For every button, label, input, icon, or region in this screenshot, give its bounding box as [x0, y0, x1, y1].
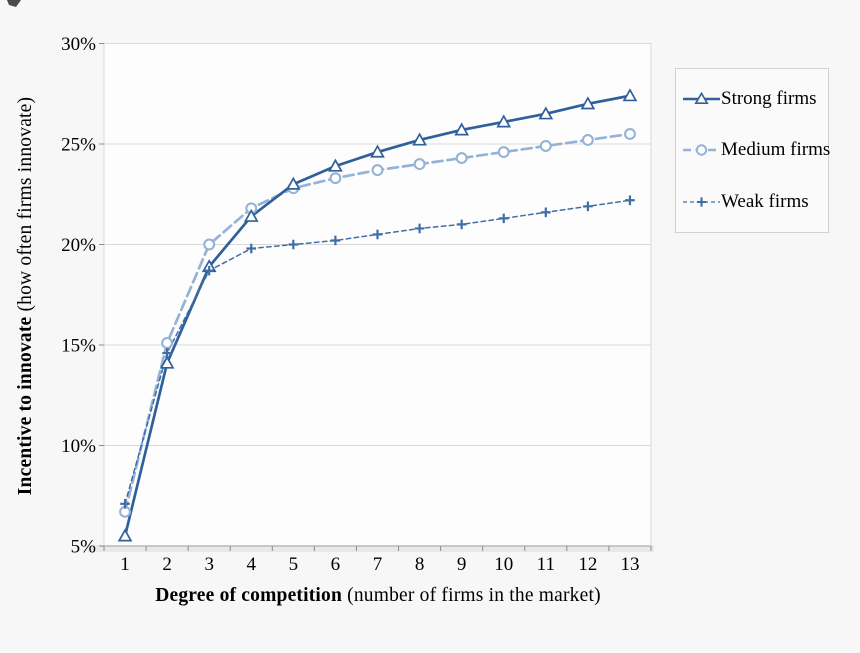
x-axis-tick-label: 7	[373, 554, 383, 575]
plus-marker	[583, 201, 593, 212]
x-axis-tick-label: 9	[457, 554, 467, 575]
triangle-marker	[412, 132, 427, 146]
x-axis-tick-label: 12	[578, 554, 597, 575]
y-axis-tick-label: 25%	[61, 135, 96, 156]
triangle-marker	[285, 176, 301, 190]
legend: Strong firms Medium firms Weak firms	[675, 68, 831, 233]
circle-marker	[581, 134, 594, 146]
triangle-marker	[243, 208, 259, 222]
plus-marker	[204, 265, 214, 276]
plus-marker	[288, 239, 299, 250]
triangle-marker	[328, 158, 343, 172]
plus-marker	[456, 219, 467, 230]
triangle-marker	[580, 96, 596, 110]
x-axis-tick-label: 1	[120, 554, 130, 575]
y-axis-tick-label: 5%	[71, 537, 97, 558]
plus-marker	[414, 223, 425, 234]
triangle-marker	[117, 528, 133, 542]
triangle-marker	[622, 88, 638, 102]
circle-marker	[413, 158, 426, 171]
triangle-marker	[496, 114, 512, 128]
plus-marker	[498, 213, 509, 224]
image-artifact	[7, 0, 21, 7]
axis-shadow	[88, 545, 654, 552]
x-axis-tick-label: 13	[620, 554, 639, 575]
legend-item-strong-firms: Strong firms	[683, 88, 828, 110]
x-axis-tick-label: 10	[494, 554, 513, 575]
plot-background	[104, 43, 651, 546]
medium-firms-line-circle-icon	[683, 144, 720, 157]
circle-marker	[455, 152, 468, 165]
plus-marker	[162, 348, 172, 358]
x-axis-tick-label: 6	[331, 554, 341, 575]
plus-marker	[372, 229, 383, 240]
y-axis-title: Incentive to innovate (how often firms i…	[15, 97, 37, 495]
x-axis-title-bold: Degree of competition	[155, 585, 343, 606]
circle-marker	[497, 146, 510, 158]
circle-marker	[329, 172, 342, 185]
plus-marker	[541, 207, 551, 218]
circle-marker	[203, 238, 216, 251]
legend-label: Strong firms	[721, 87, 817, 109]
x-axis-tick-label: 5	[289, 554, 299, 575]
x-axis-tick-label: 11	[537, 554, 555, 575]
triangle-marker	[159, 355, 175, 369]
circle-marker	[624, 128, 636, 140]
x-axis-tick-label: 4	[247, 554, 257, 575]
plus-marker	[625, 195, 635, 206]
legend-item-medium-firms: Medium firms	[683, 139, 831, 161]
y-axis-title-rest: (how often firms innovate)	[15, 96, 36, 317]
circle-marker	[161, 337, 174, 349]
plus-marker	[120, 498, 130, 509]
triangle-marker	[370, 144, 385, 158]
y-axis-tick-label: 15%	[61, 336, 96, 357]
strong-firms-line-triangle-icon	[683, 91, 720, 104]
y-axis-tick-label: 20%	[61, 235, 96, 256]
legend-label: Weak firms	[721, 191, 809, 213]
legend-item-weak-firms: Weak firms	[683, 191, 828, 213]
x-axis-tick-label: 3	[204, 554, 214, 575]
circle-marker	[371, 164, 384, 177]
y-axis-tick-label: 10%	[61, 436, 96, 457]
x-axis-tick-label: 2	[162, 554, 172, 575]
x-axis-tick-label: 8	[415, 554, 425, 575]
plus-marker	[330, 235, 341, 246]
triangle-marker	[454, 122, 470, 136]
x-axis-title-rest: (number of firms in the market)	[342, 585, 601, 606]
circle-marker	[539, 140, 552, 152]
legend-label: Medium firms	[721, 139, 831, 161]
x-axis-title: Degree of competition (number of firms i…	[104, 585, 652, 607]
plus-marker	[246, 243, 257, 254]
y-axis-tick-label: 30%	[61, 34, 96, 55]
y-axis-title-bold: Incentive to innovate	[15, 316, 36, 496]
triangle-marker	[538, 106, 554, 120]
weak-firms-line-plus-icon	[683, 197, 720, 207]
